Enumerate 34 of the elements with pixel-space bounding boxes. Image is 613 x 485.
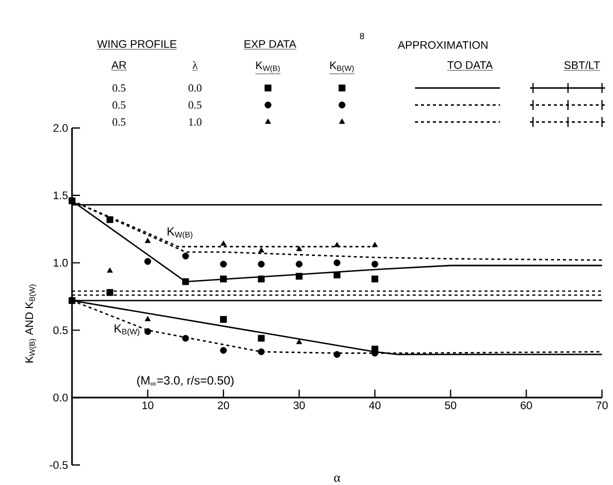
text: λ	[192, 60, 198, 69]
annotation: K$_{B(W)}$	[114, 324, 140, 336]
x-tick-label: 20	[218, 401, 230, 409]
text: 0.5	[112, 84, 126, 92]
x-tick-label: 60	[520, 401, 532, 409]
text: AR	[111, 61, 126, 69]
y-axis-title: K$_{W(B)}$ AND K$_{B(W)}$	[25, 284, 36, 362]
text: WING PROFILE	[97, 40, 176, 48]
x-tick-label: 40	[369, 401, 381, 409]
text: 1.0	[189, 118, 202, 126]
y-tick-label: 0.0	[53, 394, 68, 402]
y-tick-label: 1.5	[54, 191, 68, 199]
x-tick-label: 70	[596, 401, 608, 409]
x-tick-label: 50	[444, 401, 456, 409]
text: 0.5	[188, 101, 202, 108]
text: TO DATA	[447, 60, 493, 69]
text: APPROXIMATION	[398, 40, 488, 49]
y-tick-label: -0.5	[50, 460, 68, 469]
text: 8	[360, 32, 364, 39]
annotation: (M$_{∞}$=3.0, r/s=0.50)	[137, 376, 234, 387]
text: K$_{B(W)}$	[330, 61, 354, 72]
text: K$_{W(B)}$	[256, 61, 280, 72]
y-tick-label: 2.0	[53, 124, 68, 132]
y-tick-label: 0.5	[53, 326, 68, 334]
y-tick-label: 1.0	[54, 258, 68, 266]
x-tick-label: 10	[142, 401, 154, 409]
text: 0.0	[188, 84, 202, 92]
text: SBT/LT	[564, 60, 600, 69]
text: 0.5	[112, 118, 126, 126]
x-axis-title: α	[334, 475, 340, 482]
text: EXP DATA	[244, 40, 296, 48]
text: 0.5	[112, 101, 126, 108]
x-tick-label: 30	[293, 401, 305, 409]
annotation: K$_{W(B)}$	[168, 227, 192, 239]
